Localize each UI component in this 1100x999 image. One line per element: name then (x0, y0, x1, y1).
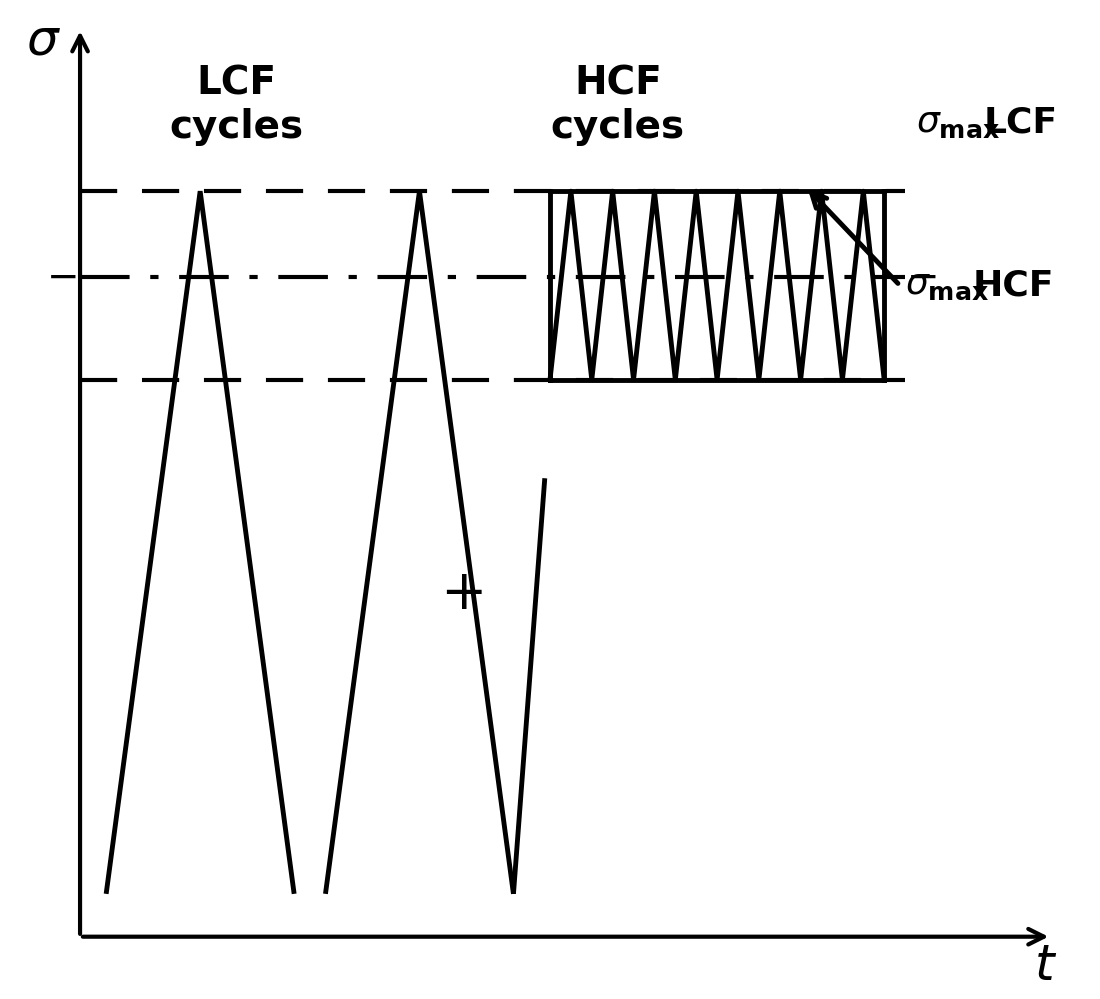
Text: LCF
cycles: LCF cycles (169, 65, 304, 147)
Text: HCF
cycles: HCF cycles (551, 65, 685, 147)
Text: $-$: $-$ (46, 258, 77, 296)
Text: $-$: $-$ (905, 258, 936, 296)
Text: $\sigma_{\mathbf{max}}$: $\sigma_{\mathbf{max}}$ (915, 106, 1000, 140)
Text: $t$: $t$ (1034, 942, 1057, 991)
Text: $\sigma_{\mathbf{max}}$: $\sigma_{\mathbf{max}}$ (905, 269, 989, 303)
Text: HCF: HCF (974, 269, 1055, 303)
Text: LCF: LCF (983, 106, 1057, 140)
Text: $\sigma$: $\sigma$ (26, 17, 60, 66)
Text: $+$: $+$ (440, 566, 483, 621)
